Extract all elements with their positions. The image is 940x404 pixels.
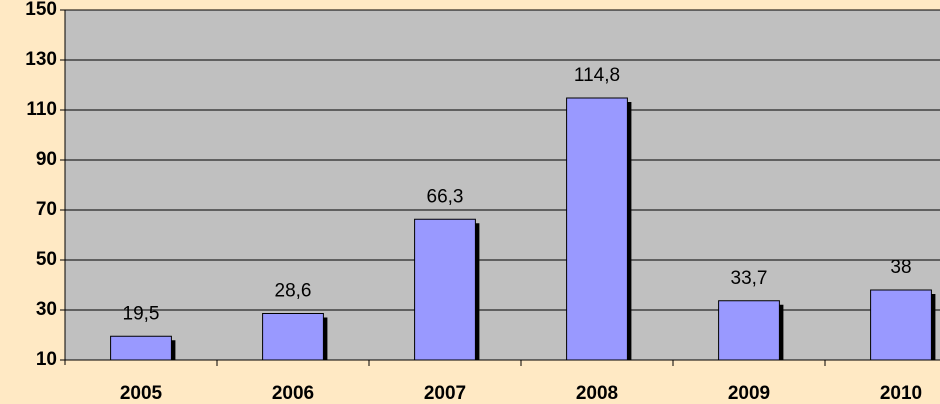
y-tick-label: 30 bbox=[36, 299, 57, 320]
plot-area bbox=[65, 10, 940, 360]
value-label: 38 bbox=[890, 257, 911, 278]
y-tick-label: 70 bbox=[36, 199, 57, 220]
bar bbox=[414, 218, 476, 361]
y-tick-label: 50 bbox=[36, 249, 57, 270]
value-label: 114,8 bbox=[574, 65, 620, 86]
bar bbox=[718, 300, 780, 361]
y-tick-label: 130 bbox=[25, 49, 57, 70]
value-label: 33,7 bbox=[731, 268, 768, 289]
value-label: 28,6 bbox=[275, 281, 312, 302]
x-tick-label: 2007 bbox=[424, 383, 466, 404]
value-label: 66,3 bbox=[427, 186, 464, 207]
x-tick-label: 2008 bbox=[576, 383, 618, 404]
x-tick-label: 2006 bbox=[272, 383, 314, 404]
bar bbox=[566, 97, 628, 361]
y-tick-label: 90 bbox=[36, 149, 57, 170]
bar bbox=[110, 335, 172, 361]
y-tick-label: 10 bbox=[36, 349, 57, 370]
y-tick-label: 150 bbox=[25, 0, 57, 20]
y-tick-label: 110 bbox=[26, 99, 57, 120]
bar bbox=[870, 289, 932, 361]
bar bbox=[262, 313, 324, 361]
x-tick-label: 2009 bbox=[728, 383, 770, 404]
x-tick-label: 2010 bbox=[880, 383, 922, 404]
value-label: 19,5 bbox=[123, 303, 160, 324]
x-tick-label: 2005 bbox=[120, 383, 163, 404]
